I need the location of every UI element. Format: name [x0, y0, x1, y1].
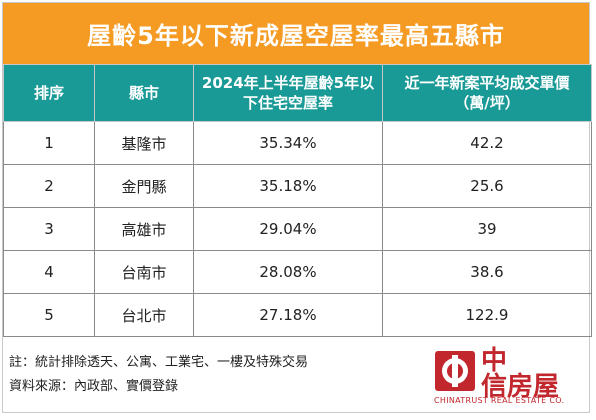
- price-cell: 122.9: [382, 293, 592, 337]
- vacancy-cell: 28.08%: [193, 250, 383, 294]
- vacancy-table: 排序 縣市 2024年上半年屋齡5年以下住宅空屋率 近一年新案平均成交單價（萬/…: [3, 64, 592, 337]
- table-row: 3 高雄市 29.04% 39: [3, 207, 592, 251]
- rank-cell: 1: [3, 121, 95, 165]
- page-title: 屋齡5年以下新成屋空屋率最高五縣市: [3, 3, 589, 64]
- city-cell: 台南市: [94, 250, 194, 294]
- city-cell: 台北市: [94, 293, 194, 337]
- vacancy-cell: 29.04%: [193, 207, 383, 251]
- column-header-city: 縣市: [94, 64, 194, 122]
- chinatrust-logo-icon: [435, 351, 475, 391]
- rank-cell: 4: [3, 250, 95, 294]
- infographic-frame: 屋齡5年以下新成屋空屋率最高五縣市 排序 縣市 2024年上半年屋齡5年以下住宅…: [2, 2, 592, 413]
- table-row: 1 基隆市 35.34% 42.2: [3, 121, 592, 165]
- rank-cell: 5: [3, 293, 95, 337]
- table-header-row: 排序 縣市 2024年上半年屋齡5年以下住宅空屋率 近一年新案平均成交單價（萬/…: [3, 64, 592, 122]
- table-row: 5 台北市 27.18% 122.9: [3, 293, 592, 337]
- price-cell: 42.2: [382, 121, 592, 165]
- logo-english-text: CHINATRUST REAL ESTATE CO.: [434, 396, 565, 405]
- rank-cell: 3: [3, 207, 95, 251]
- chinatrust-logo: 中 信房屋 CHINATRUST REAL ESTATE CO.: [434, 348, 584, 408]
- vacancy-cell: 35.34%: [193, 121, 383, 165]
- rank-cell: 2: [3, 164, 95, 208]
- price-cell: 38.6: [382, 250, 592, 294]
- price-cell: 39: [382, 207, 592, 251]
- footnote-exclusions: 註：統計排除透天、公寓、工業宅、一樓及特殊交易: [9, 355, 309, 370]
- city-cell: 金門縣: [94, 164, 194, 208]
- vacancy-cell: 35.18%: [193, 164, 383, 208]
- city-cell: 基隆市: [94, 121, 194, 165]
- vacancy-cell: 27.18%: [193, 293, 383, 337]
- price-cell: 25.6: [382, 164, 592, 208]
- table-row: 2 金門縣 35.18% 25.6: [3, 164, 592, 208]
- logo-text-line1: 中: [481, 346, 508, 376]
- table-row: 4 台南市 28.08% 38.6: [3, 250, 592, 294]
- city-cell: 高雄市: [94, 207, 194, 251]
- logo-text-line2: 信房屋: [481, 372, 560, 402]
- footnote-source: 資料來源：內政部、實價登錄: [9, 379, 179, 394]
- column-header-vacancy: 2024年上半年屋齡5年以下住宅空屋率: [193, 64, 383, 122]
- column-header-price: 近一年新案平均成交單價（萬/坪）: [382, 64, 592, 122]
- column-header-rank: 排序: [3, 64, 95, 122]
